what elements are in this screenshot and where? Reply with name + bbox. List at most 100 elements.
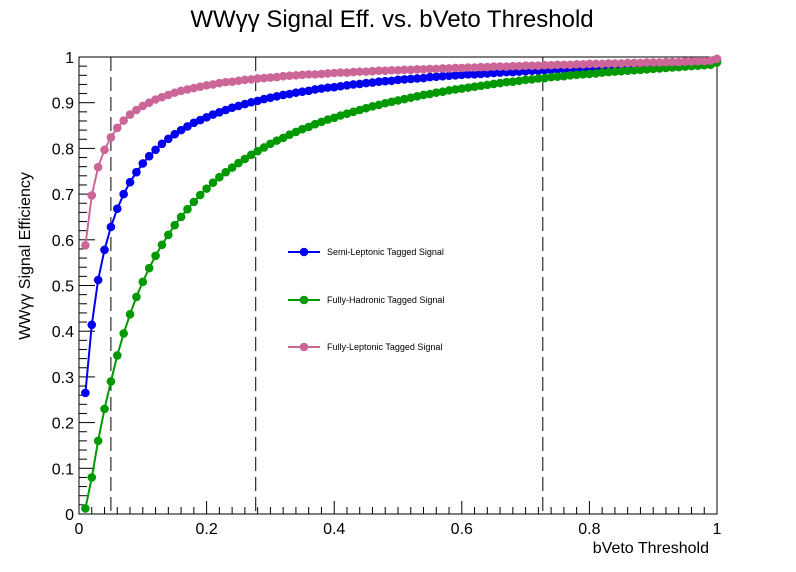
data-point (585, 69, 594, 79)
data-point (100, 404, 109, 414)
data-point (176, 125, 186, 135)
data-point (189, 197, 199, 207)
data-point (317, 84, 326, 93)
data-point (604, 59, 613, 68)
y-axis-ticks: 0 0.1 0.2 0.3 0.4 0.5 0.6 0.7 0.8 0.9 1 (52, 50, 95, 524)
data-point (119, 329, 128, 338)
chart-title: WWγγ Signal Eff. vs. bVeto Threshold (190, 6, 593, 33)
data-point (476, 62, 486, 72)
data-point (151, 145, 160, 155)
data-point (164, 230, 173, 240)
data-point (527, 75, 537, 84)
data-point (629, 65, 639, 75)
data-point (361, 67, 371, 76)
data-point (597, 59, 607, 69)
y-tick-label: 0.6 (52, 233, 74, 250)
data-point (349, 67, 358, 77)
data-point (687, 57, 696, 66)
data-point (623, 58, 632, 68)
data-point (240, 154, 250, 164)
data-point (106, 133, 116, 142)
data-point (323, 83, 333, 92)
data-point (393, 75, 403, 85)
data-point (521, 75, 530, 85)
data-point (278, 133, 288, 143)
data-point (400, 75, 409, 84)
data-point (183, 204, 192, 214)
data-point (693, 56, 703, 66)
data-point (438, 64, 447, 73)
data-point (451, 70, 460, 80)
data-point (578, 60, 588, 69)
data-point (489, 79, 499, 89)
data-point (195, 82, 205, 92)
data-point (380, 98, 390, 108)
legend-marker (299, 295, 309, 305)
y-tick-label: 0.7 (52, 187, 74, 204)
data-point (368, 78, 377, 87)
data-point (572, 60, 581, 69)
data-point (119, 116, 128, 125)
data-point (419, 73, 428, 83)
data-point (202, 81, 211, 90)
data-point (132, 167, 141, 177)
data-point (534, 61, 543, 70)
data-point (125, 110, 135, 119)
data-point (610, 59, 620, 68)
y-tick-label: 0.3 (52, 370, 74, 387)
data-point (661, 63, 671, 73)
data-point (393, 96, 403, 105)
data-point (457, 84, 467, 93)
data-point (451, 85, 460, 94)
y-tick-label: 0.5 (52, 279, 74, 296)
data-point (502, 62, 511, 71)
data-point (208, 178, 218, 187)
data-point (183, 85, 192, 94)
data-point (636, 58, 645, 68)
data-point (234, 158, 243, 168)
data-point (278, 90, 288, 100)
data-point (508, 77, 518, 86)
data-point (412, 65, 422, 74)
data-point (138, 101, 148, 111)
data-point (278, 71, 288, 81)
data-point (317, 69, 326, 79)
data-point (144, 263, 154, 273)
data-point (431, 88, 441, 97)
data-point (610, 67, 620, 76)
data-point (291, 88, 301, 97)
threshold-lines (110, 57, 544, 514)
data-point (106, 222, 116, 232)
y-axis-title: WWγγ Signal Efficiency (17, 172, 34, 340)
data-point (361, 78, 371, 88)
data-point (508, 61, 518, 71)
data-point (629, 58, 639, 68)
data-point (170, 129, 179, 139)
data-point (425, 72, 435, 82)
data-point (470, 63, 479, 72)
data-point (93, 275, 103, 285)
data-point (138, 159, 148, 168)
data-point (699, 56, 709, 66)
legend-label: Fully-Hadronic Tagged Signal (327, 295, 444, 305)
data-point (661, 57, 671, 67)
data-point (119, 189, 128, 199)
data-point (355, 79, 365, 89)
data-point (93, 436, 103, 446)
data-point (266, 73, 275, 82)
data-point (221, 167, 231, 177)
y-tick-label: 0.1 (52, 461, 74, 478)
data-point (208, 80, 218, 89)
data-point (132, 292, 141, 302)
data-point (368, 102, 377, 111)
data-point (285, 89, 294, 99)
data-point (144, 151, 154, 161)
data-point (310, 85, 320, 94)
data-point (438, 71, 447, 81)
data-point (100, 245, 109, 255)
data-point (112, 204, 122, 214)
data-point (642, 65, 652, 74)
data-point (444, 86, 454, 95)
data-point (253, 74, 262, 83)
data-point (489, 68, 499, 78)
